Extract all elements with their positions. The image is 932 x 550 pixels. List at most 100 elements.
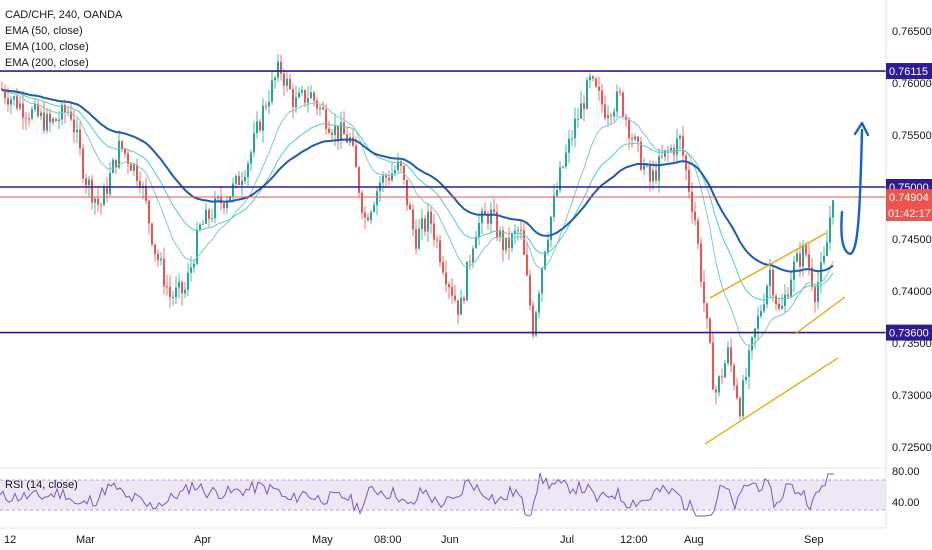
candle-body — [598, 86, 600, 91]
candle-body — [565, 152, 567, 167]
candle-body — [16, 96, 18, 109]
candle-body — [322, 107, 324, 110]
candle-body — [745, 376, 747, 381]
candle-body — [514, 230, 516, 234]
candle-body — [385, 175, 387, 178]
candle-body — [778, 304, 780, 309]
candle-body — [295, 97, 297, 108]
candle-body — [280, 61, 282, 74]
candle-body — [661, 156, 663, 158]
candle-body — [79, 129, 81, 149]
candle-body — [361, 192, 363, 213]
candle-body — [487, 214, 489, 224]
candle-body — [169, 286, 171, 298]
rsi-pane[interactable]: RSI (14, close) — [0, 467, 886, 517]
candle-body — [553, 195, 555, 217]
x-tick-label: Mar — [76, 534, 95, 546]
candle-body — [232, 183, 234, 197]
candle-body — [520, 229, 522, 231]
candle-body — [172, 297, 174, 299]
candle-body — [685, 155, 687, 170]
rsi-tick-labels: 80.00 40.00 — [892, 466, 920, 509]
level-badge-label: 0.73600 — [889, 328, 929, 340]
candle-body — [679, 135, 681, 139]
time-axis[interactable]: 12 Mar Apr May 08:00 Jun Jul 12:00 Aug Sep — [0, 527, 886, 546]
candle-body — [511, 233, 513, 249]
forecast-arrow-head — [853, 121, 870, 137]
candle-body — [820, 262, 822, 283]
main-pane[interactable] — [0, 54, 886, 445]
candle-body — [664, 149, 666, 157]
candle-body — [406, 179, 408, 206]
candle-body — [622, 92, 624, 117]
candle-body — [157, 253, 159, 261]
candle-body — [799, 253, 801, 267]
candle-body — [415, 229, 417, 249]
candle-body — [823, 255, 825, 263]
candle-body — [127, 153, 129, 165]
candle-body — [529, 275, 531, 306]
candle-body — [247, 163, 249, 177]
candle-body — [208, 209, 210, 219]
candle-body — [145, 185, 147, 201]
candle-body — [649, 164, 651, 182]
candle-body — [643, 165, 645, 170]
candle-body — [526, 254, 528, 276]
candle-body — [151, 223, 153, 245]
y-tick-label: 0.73500 — [892, 338, 932, 350]
x-tick-label: Aug — [684, 534, 704, 546]
candle-body — [535, 312, 537, 336]
y-tick-label: 0.74000 — [892, 286, 932, 298]
candle-body — [652, 170, 654, 182]
candle-body — [715, 389, 717, 393]
candle-body — [220, 197, 222, 204]
ema50-legend: EMA (50, close) — [5, 25, 83, 37]
candle-body — [739, 397, 741, 417]
candle-body — [196, 229, 198, 264]
candle-body — [475, 236, 477, 249]
y-tick-label: 0.74500 — [892, 234, 932, 246]
candle-body — [1, 88, 3, 91]
candle-body — [499, 230, 501, 238]
candle-body — [43, 112, 45, 131]
candle-body — [430, 211, 432, 224]
candle-body — [46, 113, 48, 131]
candle-body — [175, 287, 177, 298]
candle-body — [244, 176, 246, 181]
candle-body — [790, 279, 792, 297]
candle-body — [613, 111, 615, 117]
candle-body — [271, 80, 273, 102]
ema100-line — [1, 89, 834, 301]
candle-body — [775, 295, 777, 305]
candle-body — [670, 147, 672, 151]
candle-body — [595, 78, 597, 87]
candle-body — [481, 211, 483, 223]
price-axis[interactable]: 0.765000.760000.755000.750000.745000.740… — [885, 0, 932, 528]
candle-body — [577, 118, 579, 120]
candle-body — [466, 261, 468, 301]
candle-body — [493, 209, 495, 212]
candle-body — [97, 198, 99, 205]
candle-body — [757, 316, 759, 329]
candle-body — [394, 170, 396, 174]
candle-body — [52, 118, 54, 123]
candle-body — [787, 294, 789, 297]
candle-body — [166, 286, 168, 288]
rsi-label: RSI (14, close) — [5, 479, 78, 491]
candle-body — [256, 121, 258, 134]
candle-body — [736, 385, 738, 398]
candle-body — [25, 117, 27, 119]
candle-body — [34, 104, 36, 110]
candle-body — [382, 175, 384, 183]
candle-body — [358, 167, 360, 193]
chart-legend: CAD/CHF, 240, OANDA EMA (50, close) EMA … — [5, 9, 123, 69]
candle-body — [421, 218, 423, 229]
candle-body — [610, 115, 612, 117]
x-tick-label: May — [312, 534, 333, 546]
candle-body — [808, 254, 810, 268]
candle-body — [124, 148, 126, 154]
candle-body — [250, 152, 252, 164]
candle-body — [625, 116, 627, 120]
candle-body — [445, 272, 447, 285]
